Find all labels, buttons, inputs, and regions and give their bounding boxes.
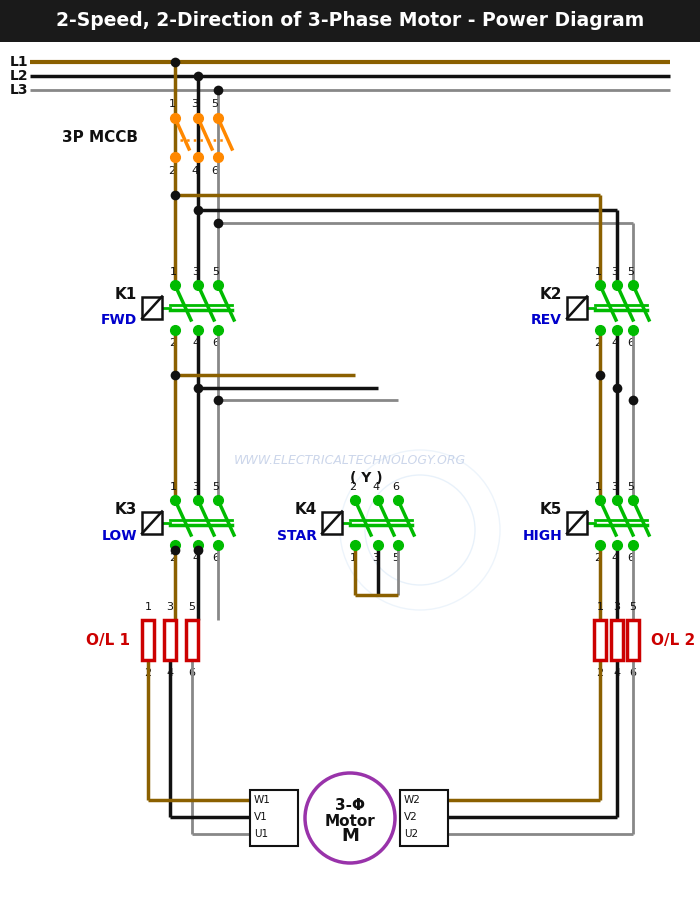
Text: 4: 4 bbox=[193, 338, 200, 348]
Bar bbox=[142, 296, 162, 319]
Text: 6: 6 bbox=[211, 166, 218, 176]
Text: K2: K2 bbox=[540, 287, 562, 302]
Text: 1: 1 bbox=[349, 553, 356, 563]
Text: 4: 4 bbox=[167, 668, 174, 678]
Text: 2: 2 bbox=[144, 668, 152, 678]
Text: 2: 2 bbox=[594, 553, 601, 563]
Bar bbox=[164, 620, 176, 660]
Text: K4: K4 bbox=[295, 502, 317, 517]
Text: V1: V1 bbox=[254, 812, 267, 822]
Text: 5: 5 bbox=[393, 553, 400, 563]
Text: 4: 4 bbox=[193, 553, 200, 563]
Text: 4: 4 bbox=[611, 338, 619, 348]
Text: LOW: LOW bbox=[102, 528, 137, 543]
Bar bbox=[567, 296, 587, 319]
Text: L3: L3 bbox=[10, 83, 28, 97]
Text: 3: 3 bbox=[167, 602, 174, 612]
Text: 3: 3 bbox=[372, 553, 379, 563]
Text: M: M bbox=[341, 827, 359, 845]
Text: 6: 6 bbox=[213, 553, 220, 563]
Text: HIGH: HIGH bbox=[522, 528, 562, 543]
Bar bbox=[250, 790, 298, 846]
Text: L1: L1 bbox=[9, 55, 28, 69]
Text: 1: 1 bbox=[169, 482, 176, 492]
Bar bbox=[611, 620, 623, 660]
Text: 5: 5 bbox=[629, 602, 636, 612]
Text: 1: 1 bbox=[169, 99, 176, 109]
Text: 4: 4 bbox=[372, 482, 379, 492]
Text: STAR: STAR bbox=[277, 528, 317, 543]
Bar bbox=[186, 620, 198, 660]
Text: 5: 5 bbox=[188, 602, 195, 612]
Circle shape bbox=[305, 773, 395, 863]
Bar bbox=[322, 511, 342, 534]
Text: 5: 5 bbox=[211, 99, 218, 109]
Text: 6: 6 bbox=[188, 668, 195, 678]
Text: REV: REV bbox=[531, 313, 562, 328]
Text: FWD: FWD bbox=[101, 313, 137, 328]
Text: 1: 1 bbox=[594, 482, 601, 492]
Text: 5: 5 bbox=[213, 482, 220, 492]
Text: L2: L2 bbox=[9, 69, 28, 83]
Bar bbox=[567, 511, 587, 534]
Text: 3P MCCB: 3P MCCB bbox=[62, 130, 138, 145]
Text: 2: 2 bbox=[169, 553, 176, 563]
Text: U1: U1 bbox=[254, 829, 268, 839]
Text: 2: 2 bbox=[596, 668, 603, 678]
Text: 3: 3 bbox=[613, 602, 620, 612]
Text: W1: W1 bbox=[254, 795, 271, 805]
Text: 3: 3 bbox=[192, 99, 199, 109]
Text: 4: 4 bbox=[613, 668, 621, 678]
Text: 3: 3 bbox=[612, 482, 619, 492]
Bar bbox=[594, 620, 606, 660]
Text: 1: 1 bbox=[144, 602, 151, 612]
Text: O/L 2: O/L 2 bbox=[651, 633, 695, 647]
Text: K1: K1 bbox=[115, 287, 137, 302]
Text: 3: 3 bbox=[193, 267, 200, 277]
Text: 2: 2 bbox=[169, 166, 176, 176]
Text: 4: 4 bbox=[611, 553, 619, 563]
Bar bbox=[400, 790, 448, 846]
Text: V2: V2 bbox=[404, 812, 418, 822]
Text: ( Y ): ( Y ) bbox=[350, 471, 383, 485]
Text: 6: 6 bbox=[393, 482, 400, 492]
Text: 5: 5 bbox=[213, 267, 220, 277]
Text: K5: K5 bbox=[540, 502, 562, 517]
Text: 3-Φ: 3-Φ bbox=[335, 798, 365, 814]
Text: 3: 3 bbox=[193, 482, 200, 492]
Text: 1: 1 bbox=[594, 267, 601, 277]
Text: WWW.ELECTRICALTECHNOLOGY.ORG: WWW.ELECTRICALTECHNOLOGY.ORG bbox=[234, 454, 466, 466]
Bar bbox=[0, 0, 700, 42]
Text: 2: 2 bbox=[349, 482, 356, 492]
Text: 6: 6 bbox=[213, 338, 220, 348]
Text: 1: 1 bbox=[169, 267, 176, 277]
Text: 2-Speed, 2-Direction of 3-Phase Motor - Power Diagram: 2-Speed, 2-Direction of 3-Phase Motor - … bbox=[56, 12, 644, 31]
Text: 6: 6 bbox=[627, 553, 634, 563]
Text: 3: 3 bbox=[612, 267, 619, 277]
Text: 4: 4 bbox=[191, 166, 199, 176]
Text: 1: 1 bbox=[596, 602, 603, 612]
Text: 6: 6 bbox=[627, 338, 634, 348]
Text: U2: U2 bbox=[404, 829, 418, 839]
Text: 2: 2 bbox=[169, 338, 176, 348]
Text: K3: K3 bbox=[115, 502, 137, 517]
Text: 6: 6 bbox=[629, 668, 636, 678]
Text: 5: 5 bbox=[627, 482, 634, 492]
Bar bbox=[142, 511, 162, 534]
Text: O/L 1: O/L 1 bbox=[86, 633, 130, 647]
Text: 5: 5 bbox=[627, 267, 634, 277]
Text: W2: W2 bbox=[404, 795, 421, 805]
Text: Motor: Motor bbox=[325, 814, 375, 829]
Bar bbox=[627, 620, 639, 660]
Bar bbox=[142, 620, 154, 660]
Text: 2: 2 bbox=[594, 338, 601, 348]
